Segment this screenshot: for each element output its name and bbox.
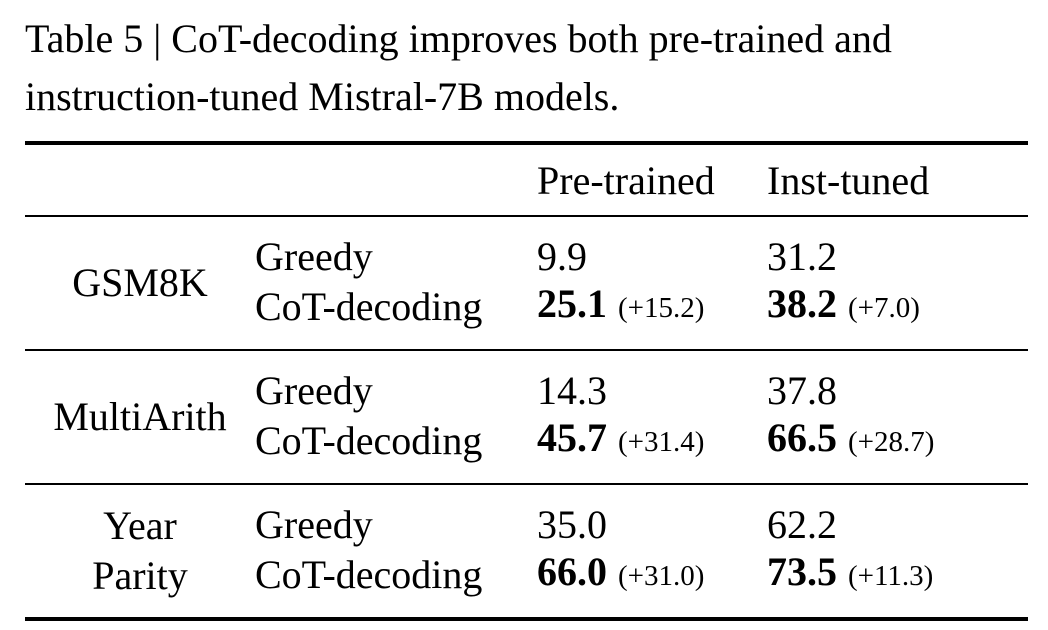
column-header-insttuned: Inst-tuned xyxy=(767,157,930,203)
value-insttuned: 73.5 (+11.3) xyxy=(767,548,1028,600)
table-header: Pre-trained Inst-tuned xyxy=(25,143,1028,216)
table-caption: Table 5 | CoT-decoding improves both pre… xyxy=(25,10,1037,126)
table-row: Year Parity Greedy 35.0 62.2 xyxy=(25,484,1028,598)
value-bold: 66.5 xyxy=(767,415,837,460)
method-label: CoT-decoding xyxy=(255,551,483,597)
task-label-multiarith: MultiArith xyxy=(25,350,255,484)
header-task-blank xyxy=(25,143,255,216)
caption-line-1: Table 5 | CoT-decoding improves both pre… xyxy=(25,16,825,61)
method-label: Greedy xyxy=(255,234,373,279)
section-multiarith: MultiArith Greedy 14.3 37.8 CoT-decoding… xyxy=(25,350,1028,484)
value-delta: (+31.0) xyxy=(618,560,705,592)
value-bold: 38.2 xyxy=(767,281,837,326)
value-bold: 66.0 xyxy=(537,549,607,594)
results-table: Pre-trained Inst-tuned GSM8K Greedy 9.9 … xyxy=(25,141,1028,621)
task-line: Parity xyxy=(92,553,188,598)
task-label-gsm8k: GSM8K xyxy=(25,216,255,350)
value-pretrained: 9.9 xyxy=(537,234,587,279)
table-row: GSM8K Greedy 9.9 31.2 xyxy=(25,216,1028,305)
value-delta: (+7.0) xyxy=(848,292,920,324)
column-header-pretrained: Pre-trained xyxy=(537,157,715,203)
value-delta: (+31.4) xyxy=(618,426,705,458)
header-method-blank xyxy=(255,143,537,216)
value-insttuned: 31.2 xyxy=(767,234,837,279)
value-bold: 45.7 xyxy=(537,415,607,460)
method-label: Greedy xyxy=(255,368,373,413)
table-row: MultiArith Greedy 14.3 37.8 xyxy=(25,350,1028,439)
value-pretrained: 66.0 (+31.0) xyxy=(537,548,767,600)
task-line: Year xyxy=(103,503,177,548)
caption-line-2: and instruction-tuned Mistral-7B models. xyxy=(25,16,892,119)
section-year-parity: Year Parity Greedy 35.0 62.2 CoT-decodin… xyxy=(25,484,1028,619)
table-row: CoT-decoding 66.0 (+31.0) 73.5 (+11.3) xyxy=(25,548,1028,619)
task-line: GSM8K xyxy=(72,260,208,305)
method-label: CoT-decoding xyxy=(255,283,483,329)
value-bold: 73.5 xyxy=(767,549,837,594)
value-pretrained: 35.0 xyxy=(537,502,607,547)
task-label-year-parity: Year Parity xyxy=(25,484,255,619)
method-label: Greedy xyxy=(255,502,373,547)
table-row: CoT-decoding 25.1 (+15.2) 38.2 (+7.0) xyxy=(25,280,1028,350)
table-row: CoT-decoding 45.7 (+31.4) 66.5 (+28.7) xyxy=(25,414,1028,484)
task-line: MultiArith xyxy=(53,394,227,439)
value-bold: 25.1 xyxy=(537,281,607,326)
value-delta: (+11.3) xyxy=(848,560,934,592)
value-pretrained: 14.3 xyxy=(537,368,607,413)
section-gsm8k: GSM8K Greedy 9.9 31.2 CoT-decoding 25.1 (… xyxy=(25,216,1028,350)
value-delta: (+28.7) xyxy=(848,426,935,458)
value-pretrained: 45.7 (+31.4) xyxy=(537,414,767,466)
header-row: Pre-trained Inst-tuned xyxy=(25,143,1028,216)
value-insttuned: 62.2 xyxy=(767,502,837,547)
value-pretrained: 25.1 (+15.2) xyxy=(537,280,767,332)
value-insttuned: 37.8 xyxy=(767,368,837,413)
method-label: CoT-decoding xyxy=(255,417,483,463)
value-insttuned: 66.5 (+28.7) xyxy=(767,414,1028,466)
value-delta: (+15.2) xyxy=(618,292,705,324)
value-insttuned: 38.2 (+7.0) xyxy=(767,280,1028,332)
